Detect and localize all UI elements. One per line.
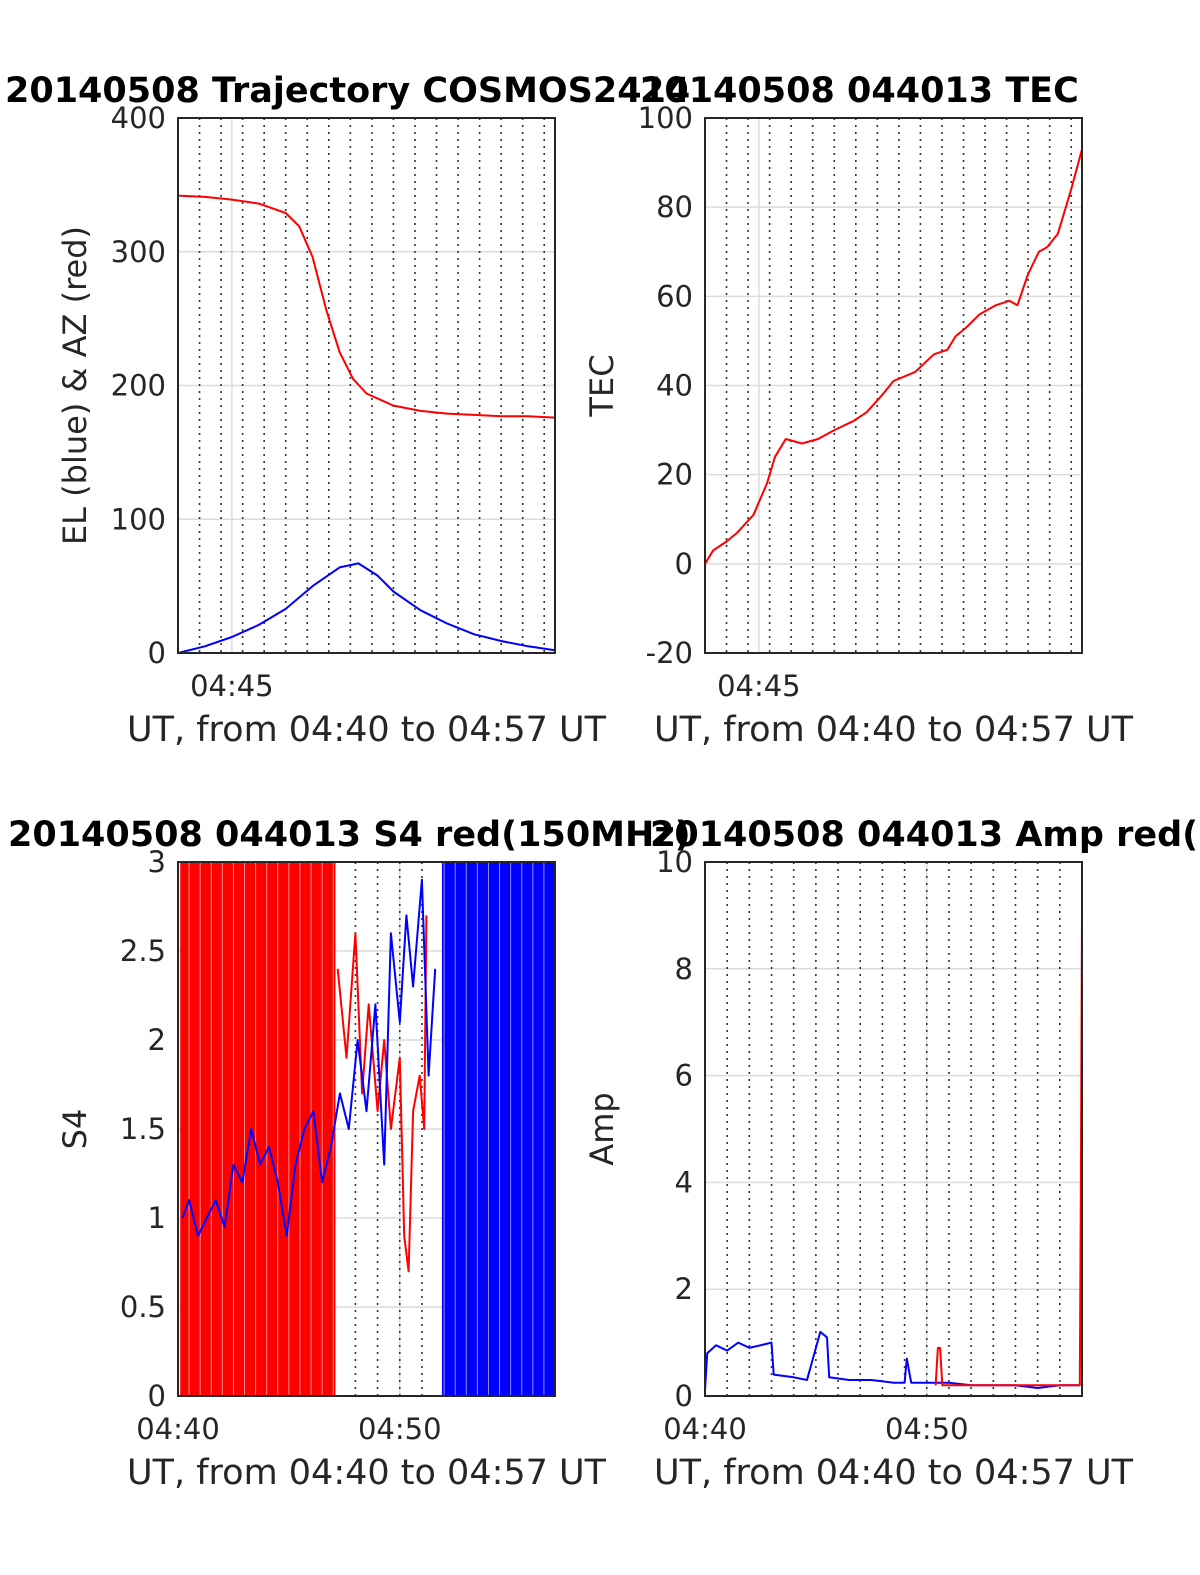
x-tick-label: 04:45 <box>717 669 801 703</box>
x-tick-labels: 04:40 04:50 <box>663 1412 968 1446</box>
saturated-band <box>180 862 336 1396</box>
y-tick-label: -20 <box>646 636 693 670</box>
grid <box>705 117 1082 654</box>
y-tick-label: 0 <box>148 1379 166 1413</box>
y-tick-label: 0 <box>675 547 693 581</box>
y-tick-label: 20 <box>656 458 693 492</box>
chart-title: 20140508 044013 Amp red(150MHz) <box>650 815 1200 855</box>
y-axis-label: Amp <box>583 1092 621 1165</box>
series <box>177 194 556 654</box>
x-tick-labels: 04:45 <box>717 669 801 703</box>
y-tick-label: 2 <box>675 1272 693 1306</box>
series-line <box>177 194 556 419</box>
x-axis-label: UT, from 04:40 to 04:57 UT <box>654 1453 1134 1493</box>
panel-tec: -20 0 20 40 60 80 100 04:45 20140508 044013 TE… <box>583 71 1134 750</box>
y-tick-label: 8 <box>675 952 693 986</box>
chart-title: 20140508 044013 TEC <box>640 71 1079 111</box>
saturated-band <box>441 862 555 1396</box>
x-tick-label: 04:50 <box>885 1412 969 1446</box>
y-tick-label: 80 <box>656 190 693 224</box>
x-axis-label: UT, from 04:40 to 04:57 UT <box>127 710 607 750</box>
y-tick-label: 400 <box>111 101 166 135</box>
y-tick-labels: 0 2 4 6 8 10 <box>656 845 693 1413</box>
series <box>704 148 1083 565</box>
y-tick-labels: 0 0.5 1 1.5 2 2.5 3 <box>120 845 166 1413</box>
series-line <box>934 915 1083 1387</box>
series-line <box>177 562 556 654</box>
y-tick-label: 3 <box>148 845 166 879</box>
y-tick-label: 2 <box>148 1023 166 1057</box>
x-tick-labels: 04:45 <box>190 669 274 703</box>
y-tick-label: 1 <box>148 1201 166 1235</box>
grid <box>704 861 1082 1397</box>
series <box>181 878 437 1273</box>
x-tick-label: 04:45 <box>190 669 274 703</box>
y-tick-label: 100 <box>638 101 693 135</box>
plot-frame <box>704 117 1083 654</box>
y-tick-label: 6 <box>675 1059 693 1093</box>
x-tick-labels: 04:40 04:50 <box>136 1412 441 1446</box>
y-tick-label: 4 <box>675 1165 693 1199</box>
chart-title: 20140508 Trajectory COSMOS2414 <box>5 71 690 111</box>
y-tick-labels: 0 100 200 300 400 <box>111 101 166 670</box>
series-line <box>704 148 1083 565</box>
y-tick-label: 0 <box>148 636 166 670</box>
y-tick-label: 0 <box>675 1379 693 1413</box>
y-axis-label: S4 <box>56 1109 94 1150</box>
x-tick-label: 04:40 <box>136 1412 220 1446</box>
y-tick-label: 10 <box>656 845 693 879</box>
x-axis-label: UT, from 04:40 to 04:57 UT <box>127 1453 607 1493</box>
y-axis-label: TEC <box>583 354 621 417</box>
chart-title: 20140508 044013 S4 red(150MHz) <box>8 815 691 855</box>
series-line <box>704 1330 1080 1391</box>
series-line <box>181 878 437 1237</box>
plot-frame <box>704 861 1083 1397</box>
y-tick-label: 2.5 <box>120 934 166 968</box>
plot-frame <box>177 117 556 654</box>
x-tick-label: 04:40 <box>663 1412 747 1446</box>
y-tick-labels: -20 0 20 40 60 80 100 <box>638 101 693 670</box>
plot-frame <box>177 861 556 1397</box>
panel-s4: 0 0.5 1 1.5 2 2.5 3 04:40 04:50 20140508 044013… <box>8 815 691 1493</box>
y-tick-label: 200 <box>111 369 166 403</box>
series-line <box>336 915 428 1273</box>
y-tick-label: 1.5 <box>120 1112 166 1146</box>
grid <box>178 117 555 654</box>
y-axis-label: EL (blue) & AZ (red) <box>56 226 94 545</box>
saturated-bands <box>180 862 555 1396</box>
y-tick-label: 40 <box>656 369 693 403</box>
x-tick-label: 04:50 <box>358 1412 442 1446</box>
y-tick-label: 0.5 <box>120 1290 166 1324</box>
series <box>704 915 1083 1391</box>
y-tick-label: 300 <box>111 235 166 269</box>
panel-amp: 0 2 4 6 8 10 04:40 04:50 20140508 044013 Amp r… <box>583 815 1200 1493</box>
y-tick-label: 100 <box>111 502 166 536</box>
x-axis-label: UT, from 04:40 to 04:57 UT <box>654 710 1134 750</box>
y-tick-label: 60 <box>656 279 693 313</box>
